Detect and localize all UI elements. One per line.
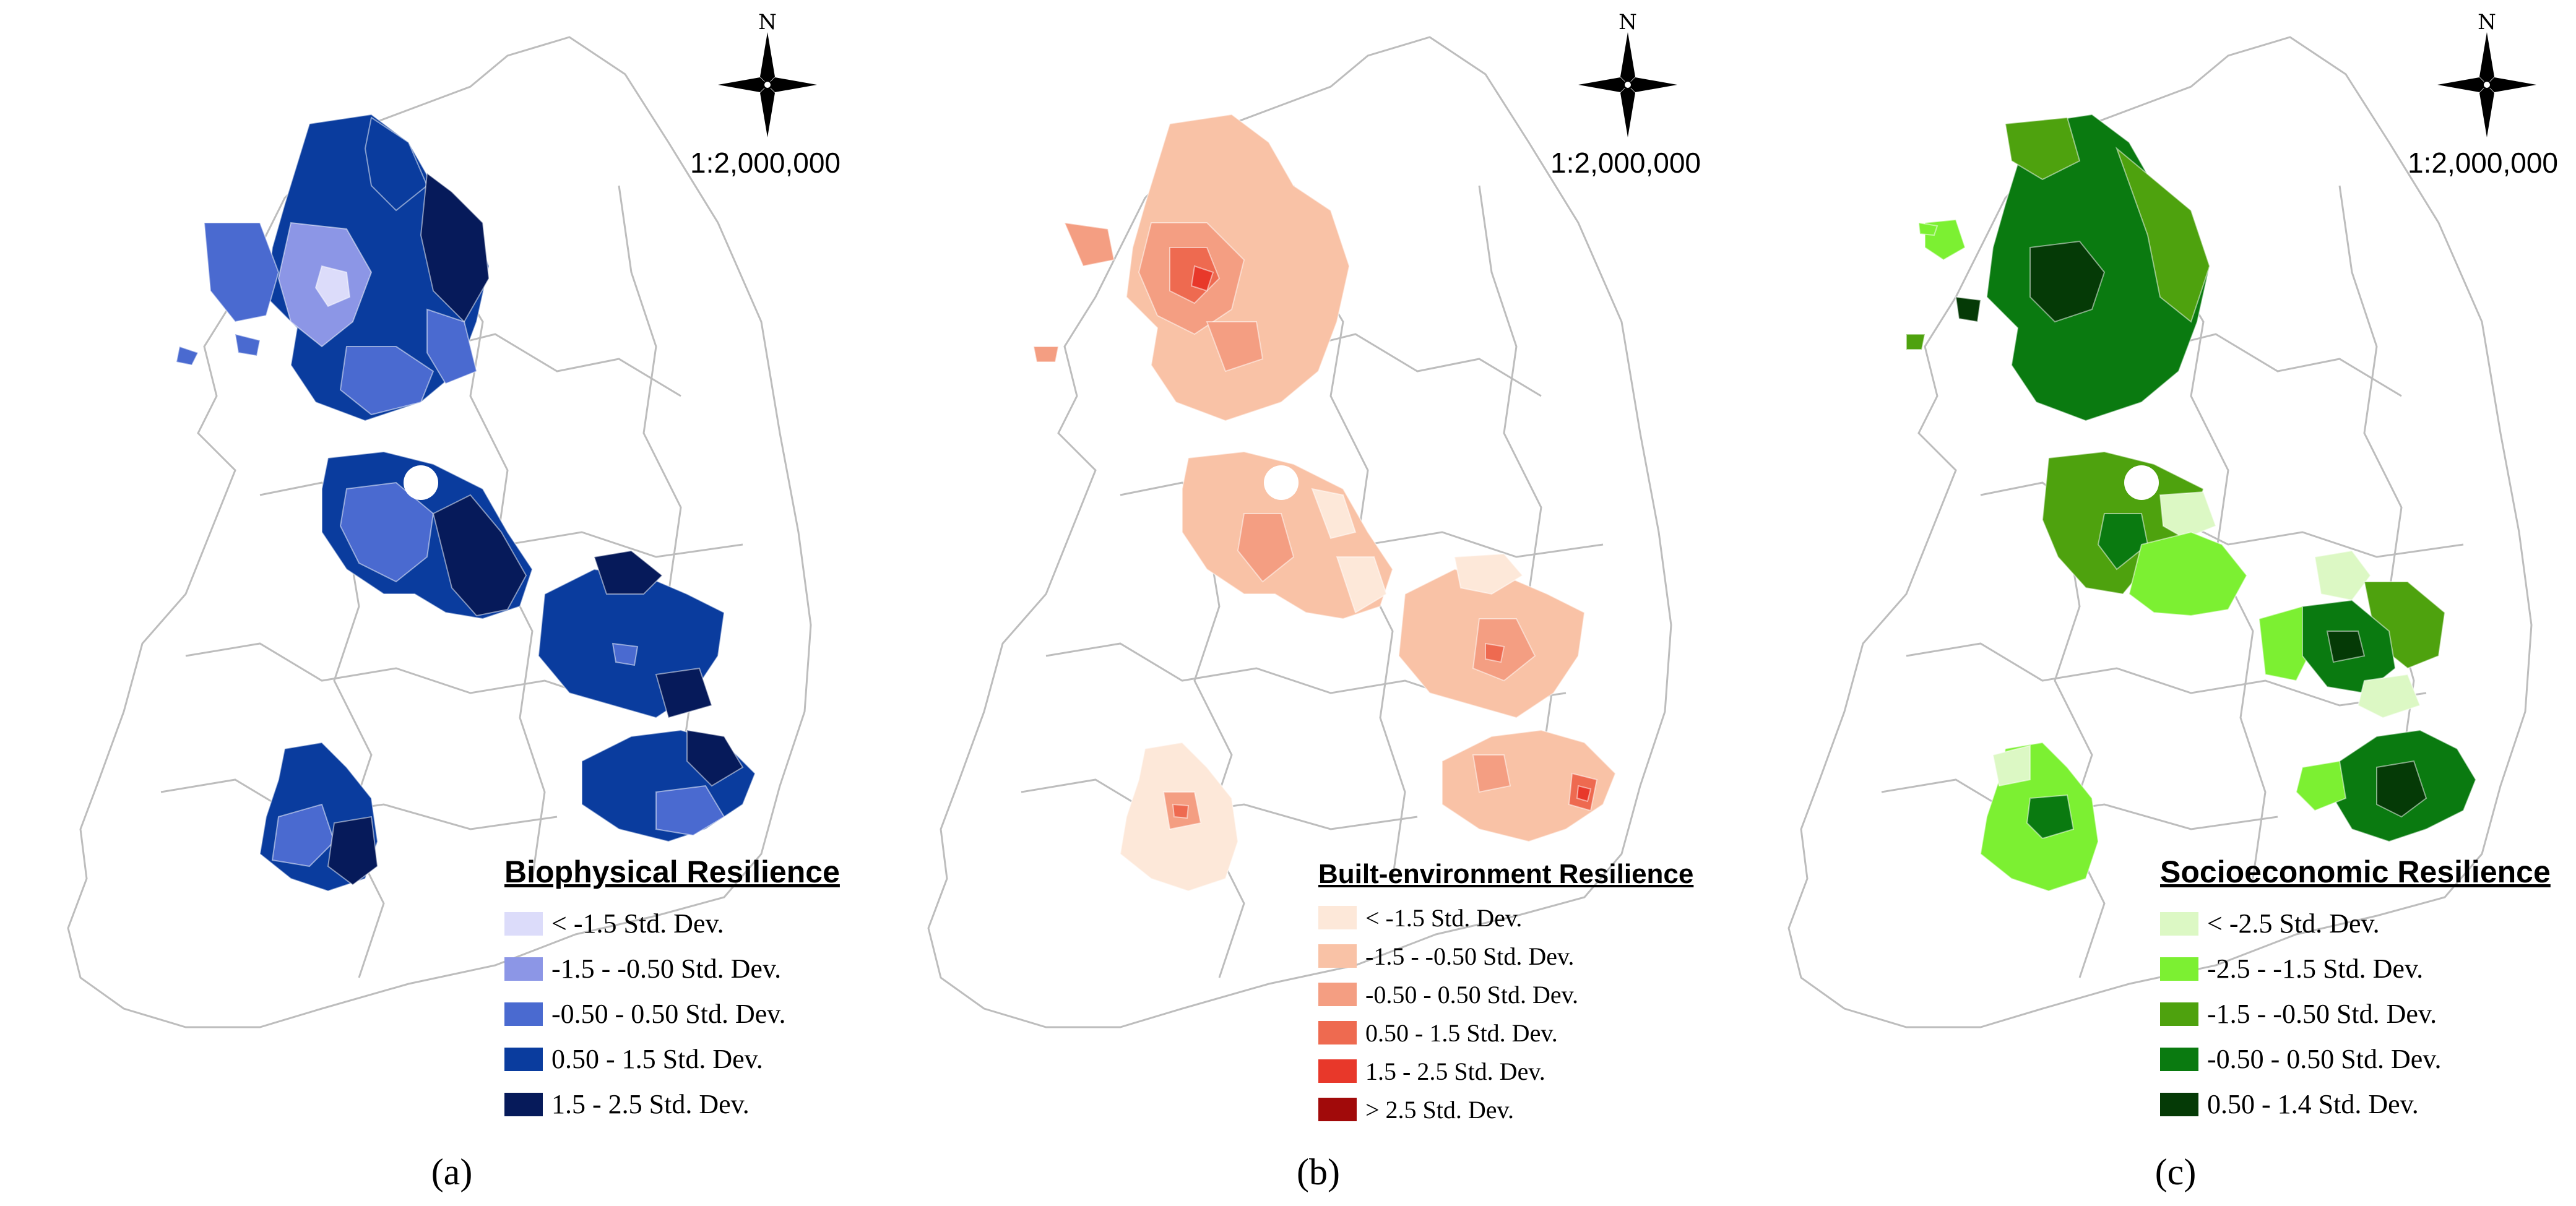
legend-title: Biophysical Resilience	[504, 855, 840, 889]
legend-item: < -1.5 Std. Dev.	[1318, 898, 1693, 937]
legend-label: 1.5 - 2.5 Std. Dev.	[551, 1089, 750, 1119]
map-panel-b	[927, 36, 1672, 1028]
legend-label: -0.50 - 0.50 Std. Dev.	[1365, 980, 1579, 1009]
legend-label: -0.50 - 0.50 Std. Dev.	[551, 999, 786, 1029]
legend-item: 0.50 - 1.4 Std. Dev.	[2160, 1082, 2551, 1127]
north-arrow: N	[2437, 10, 2536, 137]
legend-swatch	[1318, 983, 1357, 1006]
legend-swatch	[504, 1047, 543, 1071]
north-label: N	[2478, 10, 2496, 35]
legend-swatch	[1318, 1098, 1357, 1121]
legend-label: -1.5 - -0.50 Std. Dev.	[1365, 942, 1575, 970]
legend-item: 0.50 - 1.5 Std. Dev.	[504, 1036, 840, 1082]
legend-item: 1.5 - 2.5 Std. Dev.	[1318, 1052, 1693, 1090]
north-arrow: N	[1578, 10, 1677, 137]
north-label: N	[758, 10, 777, 35]
legend-swatch	[1318, 906, 1357, 929]
panel-a: N 1:2,000,000 Biophysical Resilience < -…	[0, 0, 860, 1206]
legend-label: 1.5 - 2.5 Std. Dev.	[1365, 1057, 1545, 1085]
map-panel-a	[67, 36, 812, 1028]
map-panel-c	[1787, 36, 2533, 1028]
legend-item: -0.50 - 0.50 Std. Dev.	[2160, 1036, 2551, 1082]
legend-swatch	[2160, 1047, 2198, 1071]
legend-item: 1.5 - 2.5 Std. Dev.	[504, 1082, 840, 1127]
legend-swatch	[1318, 944, 1357, 968]
legend-item: -1.5 - -0.50 Std. Dev.	[2160, 991, 2551, 1036]
legend-swatch	[2160, 1092, 2198, 1116]
caption: (b)	[1297, 1152, 1340, 1192]
legend-label: 0.50 - 1.5 Std. Dev.	[1365, 1019, 1558, 1047]
scale-label: 1:2,000,000	[1550, 147, 1701, 179]
legend-label: 0.50 - 1.5 Std. Dev.	[551, 1044, 763, 1074]
urban-regions	[1032, 113, 1617, 892]
legend-item: 0.50 - 1.5 Std. Dev.	[1318, 1014, 1693, 1052]
urban-regions	[1906, 113, 2477, 892]
caption: (a)	[431, 1152, 473, 1192]
legend-label: -1.5 - -0.50 Std. Dev.	[2207, 999, 2437, 1029]
legend-a: Biophysical Resilience < -1.5 Std. Dev. …	[504, 854, 840, 1127]
legend-title: Socioeconomic Resilience	[2160, 855, 2551, 889]
legend-label: 0.50 - 1.4 Std. Dev.	[2207, 1089, 2419, 1119]
legend-swatch	[2160, 911, 2198, 936]
legend-label: < -1.5 Std. Dev.	[1365, 903, 1523, 932]
legend-label: > 2.5 Std. Dev.	[1365, 1095, 1514, 1124]
panel-b: N 1:2,000,000 Built-environment Resilien…	[860, 0, 1721, 1206]
legend-swatch	[1318, 1021, 1357, 1044]
scale-label: 1:2,000,000	[690, 147, 841, 179]
scale-label: 1:2,000,000	[2408, 147, 2559, 179]
north-arrow: N	[718, 10, 817, 137]
legend-swatch	[504, 911, 543, 936]
legend-item: -2.5 - -1.5 Std. Dev.	[2160, 946, 2551, 991]
legend-item: -1.5 - -0.50 Std. Dev.	[504, 946, 840, 991]
legend-swatch	[2160, 1002, 2198, 1026]
legend-swatch	[504, 1092, 543, 1116]
legend-swatch	[504, 957, 543, 981]
north-label: N	[1619, 10, 1637, 35]
legend-item: -0.50 - 0.50 Std. Dev.	[504, 991, 840, 1036]
legend-label: -2.5 - -1.5 Std. Dev.	[2207, 954, 2424, 984]
panel-c: N 1:2,000,000 Socioeconomic Resilience <…	[1721, 0, 2576, 1206]
legend-c: Socioeconomic Resilience < -2.5 Std. Dev…	[2160, 854, 2551, 1127]
legend-swatch	[2160, 957, 2198, 981]
legend-swatch	[1318, 1059, 1357, 1083]
legend-label: < -1.5 Std. Dev.	[551, 908, 724, 939]
legend-item: > 2.5 Std. Dev.	[1318, 1090, 1693, 1129]
urban-regions	[175, 113, 756, 892]
legend-label: -0.50 - 0.50 Std. Dev.	[2207, 1044, 2442, 1074]
legend-label: < -2.5 Std. Dev.	[2207, 908, 2380, 939]
legend-b: Built-environment Resilience < -1.5 Std.…	[1318, 859, 1693, 1129]
caption: (c)	[2155, 1152, 2197, 1192]
compass-rose-icon	[718, 32, 817, 137]
legend-swatch	[504, 1002, 543, 1026]
legend-item: < -1.5 Std. Dev.	[504, 901, 840, 946]
legend-item: -0.50 - 0.50 Std. Dev.	[1318, 975, 1693, 1014]
legend-title: Built-environment Resilience	[1318, 859, 1694, 889]
legend-item: < -2.5 Std. Dev.	[2160, 901, 2551, 946]
compass-rose-icon	[2437, 32, 2536, 137]
legend-item: -1.5 - -0.50 Std. Dev.	[1318, 937, 1693, 975]
legend-label: -1.5 - -0.50 Std. Dev.	[551, 954, 782, 984]
compass-rose-icon	[1578, 32, 1677, 137]
